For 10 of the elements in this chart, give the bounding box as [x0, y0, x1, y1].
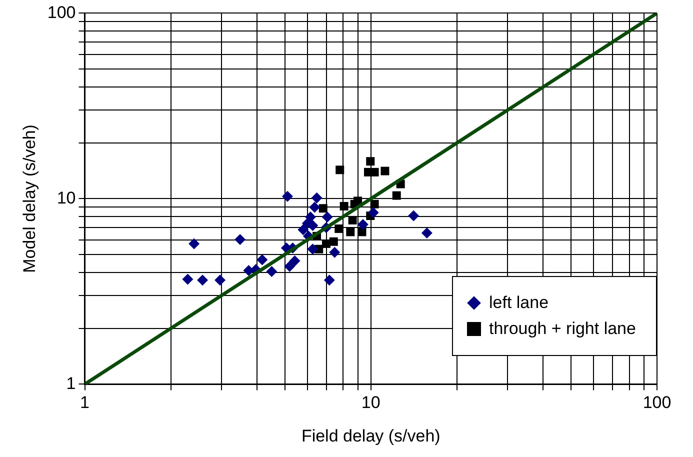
x-tick-label: 10	[361, 393, 380, 412]
y-axis-title: Model delay (s/veh)	[20, 124, 39, 273]
y-tick-label: 10	[56, 188, 76, 208]
x-tick-label: 100	[642, 393, 672, 412]
x-axis-title: Field delay (s/veh)	[301, 426, 440, 446]
legend-label: through + right lane	[489, 319, 636, 340]
x-tick-label: 1	[80, 393, 90, 412]
y-tick-label: 1	[66, 374, 76, 393]
legend-label: left lane	[489, 293, 549, 314]
y-tick-label: 100	[47, 2, 76, 22]
